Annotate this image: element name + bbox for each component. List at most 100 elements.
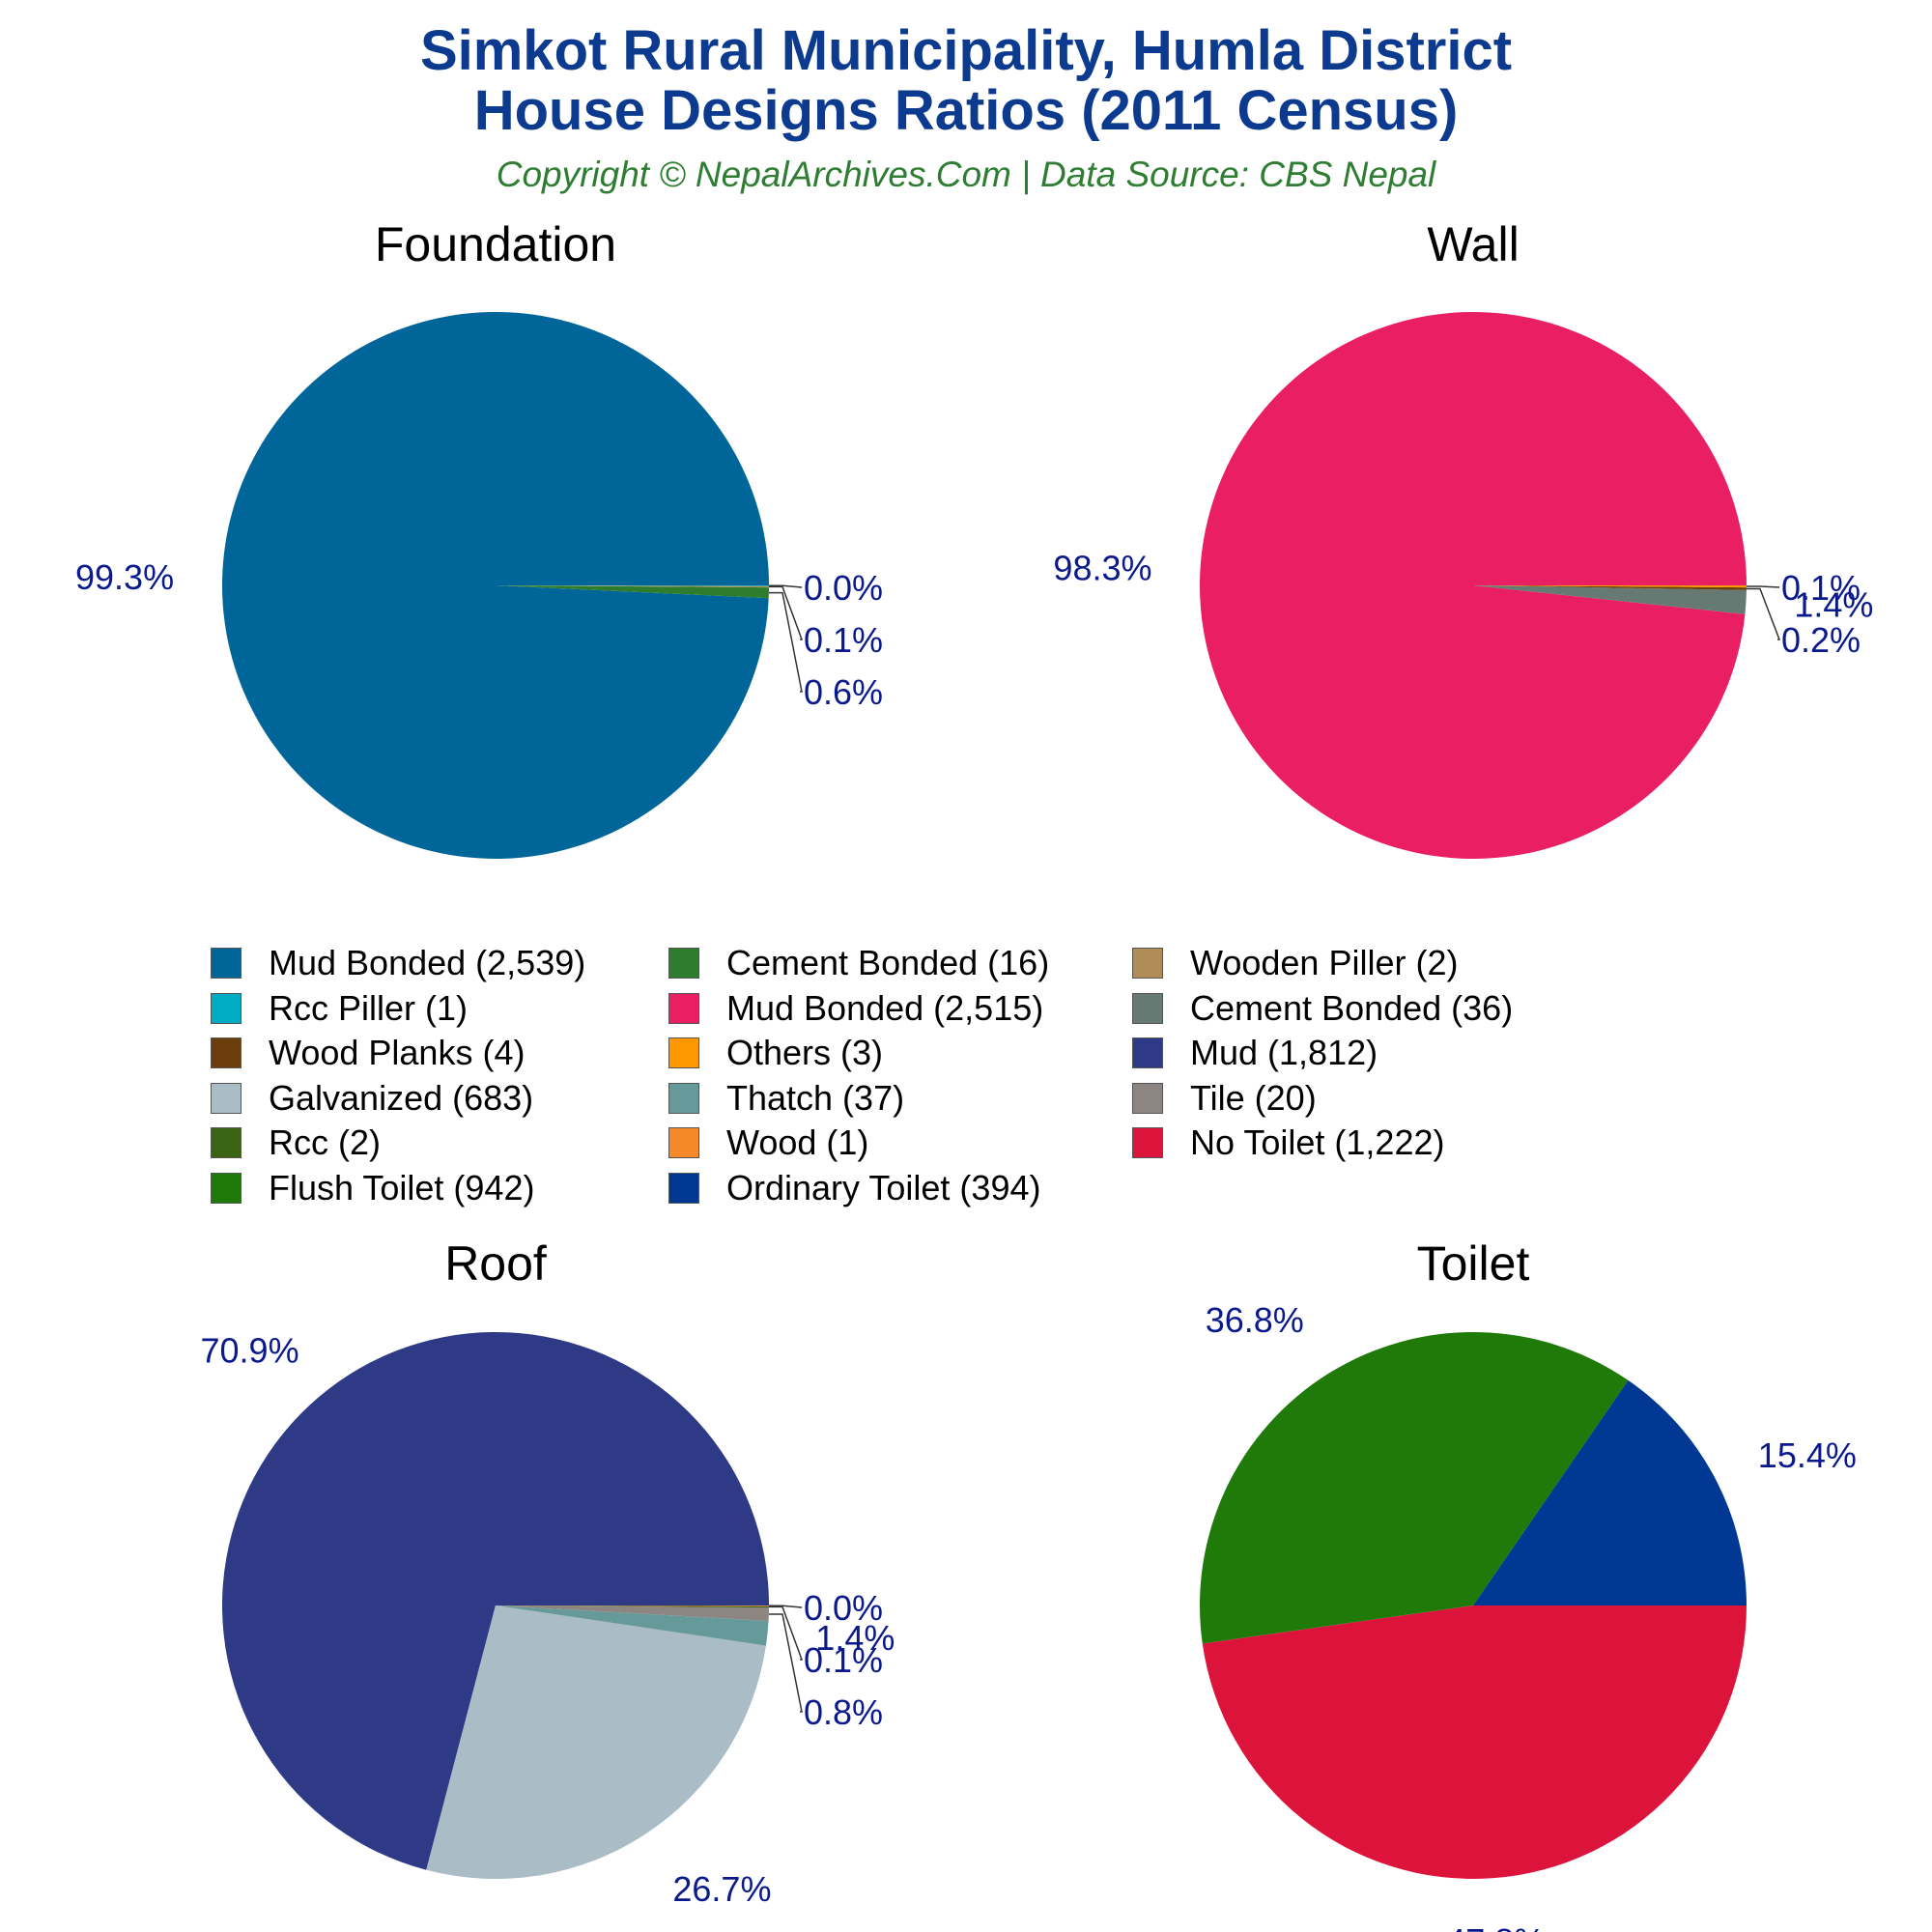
legend-label: Wooden Piller (2) <box>1190 943 1459 982</box>
legend-item: Flush Toilet (942) <box>211 1167 665 1209</box>
legend-label: Wood (1) <box>726 1122 869 1162</box>
pie-pct-label: 1.4% <box>815 1618 895 1658</box>
pie-leader-line <box>769 1605 804 1661</box>
pie-slice-rcc-piller <box>496 585 770 586</box>
pie-leader-line <box>1747 585 1780 588</box>
legend-label: Cement Bonded (16) <box>726 943 1050 982</box>
pie-chart-wall: Wall 98.3% 1.4%0.1% 0.2% <box>1053 217 1873 859</box>
legend-label: Flush Toilet (942) <box>269 1167 535 1208</box>
legend-label: Others (3) <box>726 1033 884 1072</box>
legend-swatch <box>211 1172 242 1204</box>
pie-title: Foundation <box>375 217 616 271</box>
pie-leader-line <box>1747 587 1781 640</box>
legend-swatch <box>1132 992 1163 1024</box>
legend-item: Rcc (2) <box>211 1122 665 1164</box>
legend-item: Mud (1,812) <box>1132 1032 1586 1074</box>
legend-label: Mud Bonded (2,515) <box>726 987 1044 1028</box>
legend-item: Wood Planks (4) <box>211 1032 665 1074</box>
pie-slice-flush-toilet <box>1200 1331 1629 1644</box>
pie-leader-line <box>769 1605 803 1608</box>
pie-chart-roof: Roof 70.9% 26.7% 1.4%0.0% 0.1% 0.8% <box>201 1236 895 1909</box>
legend-label: Mud (1,812) <box>1190 1033 1378 1072</box>
legend-swatch <box>668 1037 699 1068</box>
pie-slice-rcc <box>496 1605 769 1608</box>
chart-title-line2: House Designs Ratios (2011 Census) <box>473 79 1459 142</box>
legend-swatch <box>1132 1037 1163 1068</box>
legend-item: Galvanized (683) <box>211 1077 665 1120</box>
pie-pct-label: 98.3% <box>1053 548 1151 587</box>
legend-swatch <box>1132 1127 1163 1158</box>
legend-item: Tile (20) <box>1132 1077 1586 1120</box>
legend-swatch <box>668 1127 699 1158</box>
legend-item: Cement Bonded (36) <box>1132 987 1586 1030</box>
pie-pct-label: 26.7% <box>672 1869 771 1909</box>
legend-swatch <box>211 992 242 1024</box>
pie-pct-label: 70.9% <box>201 1330 299 1370</box>
pie-pct-label: 0.1% <box>804 620 883 660</box>
pie-slice-wood-planks <box>1473 585 1747 590</box>
pie-pct-label: 0.0% <box>804 568 883 608</box>
pie-slice-thatch <box>496 1605 769 1646</box>
legend-swatch <box>211 1082 242 1114</box>
pie-title: Roof <box>444 1236 547 1291</box>
pie-pct-label: 99.3% <box>75 557 174 597</box>
legend-item: Mud Bonded (2,515) <box>668 987 1122 1030</box>
pie-pct-label: 1.4% <box>1794 584 1873 624</box>
pie-pct-label: 0.1% <box>1781 568 1861 608</box>
pie-slice-galvanized <box>426 1605 766 1879</box>
legend-label: Rcc (2) <box>269 1122 381 1162</box>
legend-swatch <box>211 1127 242 1158</box>
pie-pct-label: 0.6% <box>804 672 883 712</box>
pie-pct-label: 36.8% <box>1206 1300 1304 1340</box>
pie-pct-label: 0.1% <box>804 1640 883 1680</box>
pie-slice-mud-bonded <box>221 311 769 859</box>
pie-leader-line <box>769 585 804 640</box>
legend-label: Rcc Piller (1) <box>269 987 469 1028</box>
pie-pct-label: 0.8% <box>804 1692 883 1732</box>
pie-slice-tile <box>496 1605 769 1621</box>
pie-slice-mud-bonded <box>1200 311 1747 859</box>
pie-chart-toilet: Toilet 47.8% 36.8% 15.4% <box>1200 1236 1857 1932</box>
legend-item: Cement Bonded (16) <box>668 942 1122 984</box>
pie-chart-foundation: Foundation 99.3% 0.0% 0.1% 0.6% <box>75 217 883 859</box>
pie-pct-label: 47.8% <box>1446 1921 1545 1932</box>
pie-slice-wooden-piller <box>496 585 769 588</box>
pie-title: Toilet <box>1417 1236 1530 1291</box>
pie-slice-wood <box>496 1605 770 1606</box>
legend-label: Wood Planks (4) <box>269 1033 526 1072</box>
legend-swatch <box>211 948 242 979</box>
legend-swatch <box>668 1082 699 1114</box>
legend-swatch <box>668 1172 699 1204</box>
pie-slice-mud <box>222 1331 770 1870</box>
legend-label: Mud Bonded (2,539) <box>269 943 586 982</box>
legend-swatch <box>1132 1082 1163 1114</box>
pie-slice-no-toilet <box>1202 1605 1747 1879</box>
legend-label: Ordinary Toilet (394) <box>726 1167 1041 1208</box>
legend-item: Wood (1) <box>668 1122 1122 1164</box>
legend-item: Others (3) <box>668 1032 1122 1074</box>
pie-slice-others <box>1473 585 1747 588</box>
chart-title-line1: Simkot Rural Municipality, Humla Distric… <box>419 19 1513 82</box>
legend-label: Galvanized (683) <box>269 1077 534 1118</box>
legend-item: Ordinary Toilet (394) <box>668 1167 1122 1209</box>
legend-label: No Toilet (1,222) <box>1190 1122 1445 1162</box>
title-block: Simkot Rural Municipality, Humla Distric… <box>0 21 1932 195</box>
legend-swatch <box>1132 948 1163 979</box>
pie-leader-line <box>768 1613 803 1713</box>
legend-label: Tile (20) <box>1190 1077 1317 1118</box>
legend-label: Cement Bonded (36) <box>1190 987 1514 1028</box>
chart-subtitle: Copyright © NepalArchives.Com | Data Sou… <box>496 155 1436 194</box>
pie-pct-label: 0.2% <box>1781 620 1861 660</box>
pie-slice-ordinary-toilet <box>1473 1379 1747 1605</box>
legend-item: No Toilet (1,222) <box>1132 1122 1586 1164</box>
legend-swatch <box>668 992 699 1024</box>
pie-pct-label: 0.0% <box>804 1588 883 1628</box>
legend-item: Rcc Piller (1) <box>211 987 665 1030</box>
pie-slice-cement-bonded <box>496 585 769 599</box>
legend-item: Wooden Piller (2) <box>1132 942 1586 984</box>
legend-swatch <box>668 948 699 979</box>
legend-swatch <box>211 1037 242 1068</box>
pie-leader-line <box>768 591 803 693</box>
pie-pct-label: 15.4% <box>1758 1435 1857 1475</box>
